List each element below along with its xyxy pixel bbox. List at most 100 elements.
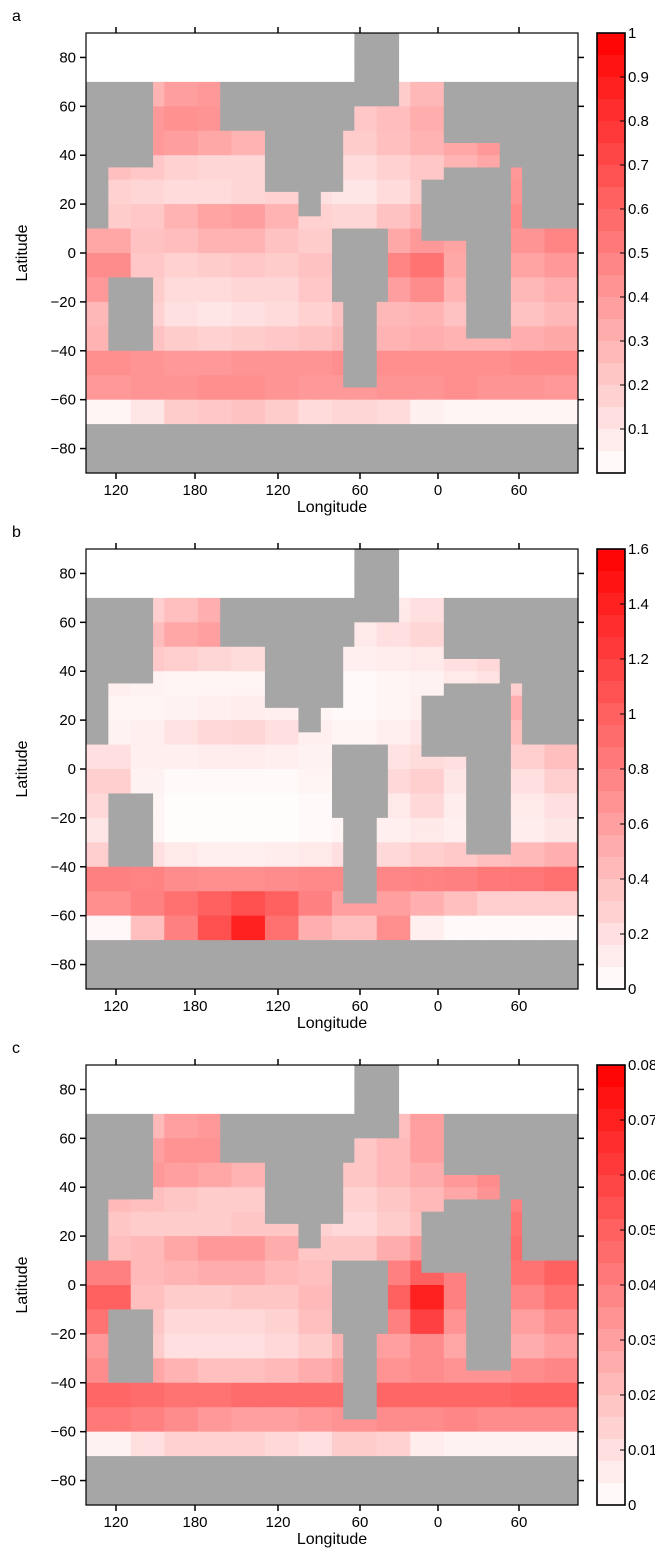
grid-cell xyxy=(533,45,546,59)
grid-cell xyxy=(332,1443,344,1457)
grid-cell xyxy=(533,167,546,181)
grid-cell xyxy=(209,1113,221,1127)
grid-cell xyxy=(365,1407,378,1421)
grid-cell xyxy=(522,1113,534,1127)
grid-cell xyxy=(209,411,221,425)
grid-cell xyxy=(410,1321,423,1335)
grid-cell xyxy=(533,57,546,71)
grid-cell xyxy=(332,57,344,71)
grid-cell xyxy=(153,1358,165,1372)
grid-cell xyxy=(399,1065,411,1078)
grid-cell xyxy=(499,1346,512,1359)
grid-cell xyxy=(298,228,311,242)
grid-cell xyxy=(264,1358,277,1372)
grid-cell xyxy=(354,976,367,990)
grid-cell xyxy=(432,1187,445,1201)
x-tick-label: 120 xyxy=(265,1514,290,1531)
grid-cell xyxy=(488,707,501,721)
grid-cell xyxy=(175,1297,188,1311)
grid-cell xyxy=(153,45,165,59)
grid-cell xyxy=(455,228,467,242)
grid-cell xyxy=(432,216,445,230)
grid-cell xyxy=(443,646,456,660)
grid-cell xyxy=(421,326,434,340)
grid-cell xyxy=(97,1285,109,1298)
grid-cell xyxy=(175,1138,188,1152)
grid-cell xyxy=(399,204,411,217)
grid-cell xyxy=(130,976,143,990)
grid-cell xyxy=(209,460,221,474)
grid-cell xyxy=(175,1260,188,1274)
grid-cell xyxy=(309,1297,322,1311)
grid-cell xyxy=(343,622,355,636)
grid-cell xyxy=(354,610,367,623)
grid-cell xyxy=(432,448,445,462)
grid-cell xyxy=(287,915,300,929)
grid-cell xyxy=(298,1113,311,1127)
grid-cell xyxy=(130,683,143,697)
grid-cell xyxy=(287,57,300,71)
colorbar-swatch xyxy=(597,637,625,660)
grid-cell xyxy=(510,1370,523,1384)
grid-cell xyxy=(186,817,199,831)
grid-cell xyxy=(253,1187,266,1201)
grid-cell xyxy=(365,1138,378,1152)
grid-cell xyxy=(97,793,109,807)
grid-cell xyxy=(332,1297,344,1311)
grid-cell xyxy=(332,81,344,95)
grid-cell xyxy=(164,646,177,660)
grid-cell xyxy=(197,94,210,107)
grid-cell xyxy=(365,228,378,242)
grid-cell xyxy=(186,1297,199,1311)
grid-cell xyxy=(309,1419,322,1433)
grid-cell xyxy=(220,1113,232,1127)
grid-cell xyxy=(298,253,311,266)
grid-cell xyxy=(287,634,300,648)
grid-cell xyxy=(276,1407,288,1421)
grid-cell xyxy=(242,683,255,697)
grid-cell xyxy=(376,436,389,450)
grid-cell xyxy=(455,1065,467,1078)
grid-cell xyxy=(86,240,98,254)
grid-cell xyxy=(242,597,255,611)
grid-cell xyxy=(186,646,199,660)
grid-cell xyxy=(410,1407,423,1421)
grid-cell xyxy=(276,597,288,611)
grid-cell xyxy=(443,842,456,856)
grid-cell xyxy=(220,707,232,721)
grid-cell xyxy=(343,118,355,132)
grid-cell xyxy=(376,1492,389,1506)
grid-cell xyxy=(186,903,199,917)
y-axis-label: Latitude xyxy=(14,1256,31,1313)
grid-cell xyxy=(555,1492,568,1506)
grid-cell xyxy=(86,659,98,672)
grid-cell xyxy=(97,387,109,401)
grid-cell xyxy=(231,94,244,107)
grid-cell xyxy=(86,1211,98,1225)
grid-cell xyxy=(253,94,266,107)
grid-cell xyxy=(108,1468,121,1482)
grid-cell xyxy=(488,1175,501,1188)
grid-cell xyxy=(209,927,221,941)
grid-cell xyxy=(197,216,210,230)
grid-cell xyxy=(410,573,423,587)
grid-cell xyxy=(432,1199,445,1213)
grid-cell xyxy=(488,1162,501,1176)
grid-cell xyxy=(376,363,389,376)
grid-cell xyxy=(566,460,579,474)
grid-cell xyxy=(354,756,367,770)
grid-cell xyxy=(86,1468,98,1482)
grid-cell xyxy=(276,387,288,401)
grid-cell xyxy=(186,634,199,648)
grid-cell xyxy=(332,45,344,59)
grid-cell xyxy=(108,561,121,575)
grid-cell xyxy=(566,549,579,562)
grid-cell xyxy=(209,143,221,156)
grid-cell xyxy=(365,1309,378,1323)
grid-cell xyxy=(119,1333,132,1347)
grid-cell xyxy=(175,411,188,425)
grid-cell xyxy=(186,805,199,819)
grid-cell xyxy=(119,1199,132,1213)
grid-cell xyxy=(153,106,165,120)
grid-cell xyxy=(544,1431,557,1445)
